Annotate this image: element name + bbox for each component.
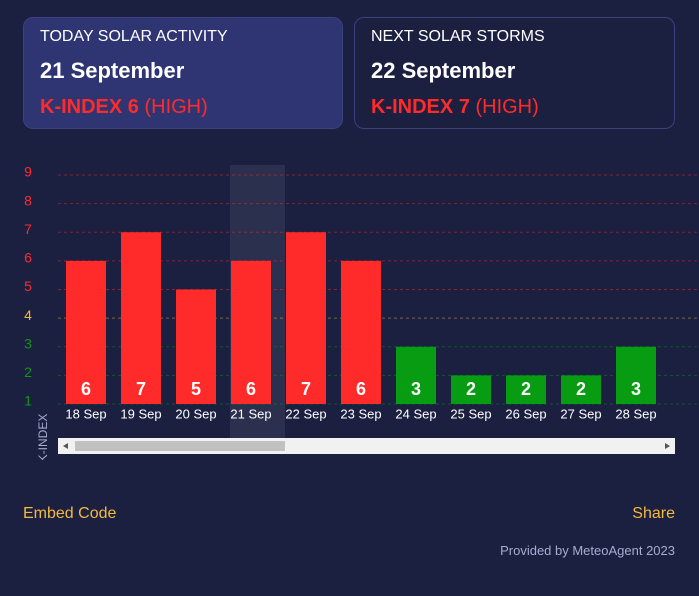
next-card: NEXT SOLAR STORMS 22 September K-INDEX 7… [354,17,675,129]
card-index: K-INDEX 7 (HIGH) [371,96,658,119]
today-card: TODAY SOLAR ACTIVITY 21 September K-INDE… [23,17,343,129]
bar [616,346,656,404]
y-tick-label: 6 [24,250,32,266]
y-tick-label: 5 [24,278,32,294]
share[interactable]: Share [632,505,675,522]
value-label: 2 [466,379,476,399]
embed-code[interactable]: Embed Code [23,505,117,522]
y-tick-label: 8 [24,192,32,208]
x-tick-label: 28 Sep [615,406,656,421]
credit: Provided by MeteoAgent 2023 [500,543,675,558]
k-level: (HIGH) [475,96,539,118]
k-level: (HIGH) [144,96,208,118]
x-tick-label: 27 Sep [560,406,601,421]
value-label: 2 [521,379,531,399]
value-label: 3 [411,379,421,399]
bar [561,375,601,404]
y-tick-label: 9 [24,164,32,180]
value-label: 2 [576,379,586,399]
y-tick-label: 1 [24,393,32,409]
value-label: 6 [81,379,91,399]
x-tick-label: 23 Sep [340,406,381,421]
x-tick-label: 19 Sep [120,406,161,421]
value-label: 5 [191,379,201,399]
scrollbar-thumb[interactable] [75,441,285,451]
card-index: K-INDEX 6 (HIGH) [40,96,326,119]
y-tick-label: 3 [24,335,32,351]
bar [176,289,216,404]
card-heading: TODAY SOLAR ACTIVITY [40,28,228,45]
value-label: 7 [136,379,146,399]
card-heading: NEXT SOLAR STORMS [371,28,545,45]
bar [121,232,161,404]
y-tick-label: 4 [24,307,32,323]
bar [341,260,381,404]
y-axis-label: K-INDEX [36,414,50,460]
x-tick-label: 26 Sep [505,406,546,421]
scroll-right[interactable] [665,443,670,449]
y-tick-label: 7 [24,221,32,237]
bar [231,260,271,404]
x-tick-label: 20 Sep [175,406,216,421]
value-label: 7 [301,379,311,399]
x-tick-label: 22 Sep [285,406,326,421]
chart: K-INDEX 1 2 3 4 5 6 7 8 9 18 Sep 6 19 Sep 7 20 Sep 5 21… [24,164,699,460]
y-tick-label: 2 [24,364,32,380]
bar [451,375,491,404]
x-tick-label: 18 Sep [65,406,106,421]
card-date: 21 September [40,58,185,83]
k-index: K-INDEX 7 [371,96,470,118]
bar [286,232,326,404]
card-date: 22 September [371,58,516,83]
bar [66,260,106,404]
x-tick-label: 21 Sep [230,406,271,421]
value-label: 6 [356,379,366,399]
value-label: 6 [246,379,256,399]
x-tick-label: 25 Sep [450,406,491,421]
bar [506,375,546,404]
k-index: K-INDEX 6 [40,96,139,118]
value-label: 3 [631,379,641,399]
x-tick-label: 24 Sep [395,406,436,421]
bar [396,346,436,404]
scroll-left[interactable] [63,443,68,449]
